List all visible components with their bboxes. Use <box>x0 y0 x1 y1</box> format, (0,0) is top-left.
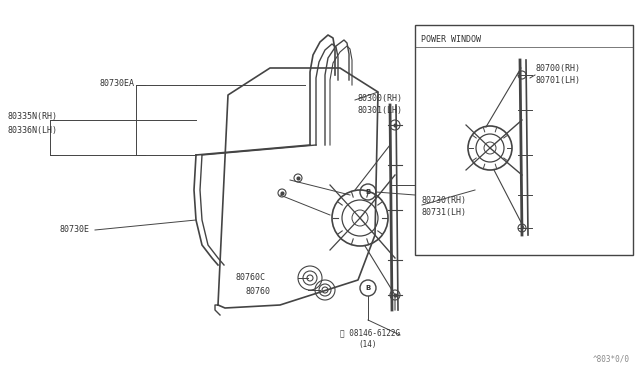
Text: 80701(LH): 80701(LH) <box>415 187 460 196</box>
Text: 80336N(LH): 80336N(LH) <box>8 125 58 135</box>
Text: 80730(RH): 80730(RH) <box>422 196 467 205</box>
Text: 80760C: 80760C <box>235 273 265 282</box>
Text: 80301(LH): 80301(LH) <box>358 106 403 115</box>
Text: 80731(LH): 80731(LH) <box>422 208 467 217</box>
Text: ^803*0/0: ^803*0/0 <box>593 354 630 363</box>
Text: 80730E: 80730E <box>60 225 90 234</box>
Text: 80700(RH): 80700(RH) <box>535 64 580 73</box>
Text: Ⓑ 08146-6122G: Ⓑ 08146-6122G <box>423 203 483 212</box>
Text: POWER WINDOW: POWER WINDOW <box>421 35 481 44</box>
Text: 80300(RH): 80300(RH) <box>358 93 403 103</box>
Text: 80335N(RH): 80335N(RH) <box>8 112 58 122</box>
Text: 80701(LH): 80701(LH) <box>535 76 580 84</box>
Text: (14): (14) <box>358 340 376 350</box>
Bar <box>415 25 633 255</box>
Text: (4): (4) <box>440 215 454 224</box>
Text: Ⓑ 08146-6122G: Ⓑ 08146-6122G <box>340 328 400 337</box>
Text: B: B <box>365 189 371 195</box>
Text: B: B <box>365 285 371 291</box>
Text: 80760: 80760 <box>245 288 270 296</box>
Text: 80700(RH): 80700(RH) <box>415 176 460 185</box>
Text: 80730EA: 80730EA <box>100 78 135 87</box>
